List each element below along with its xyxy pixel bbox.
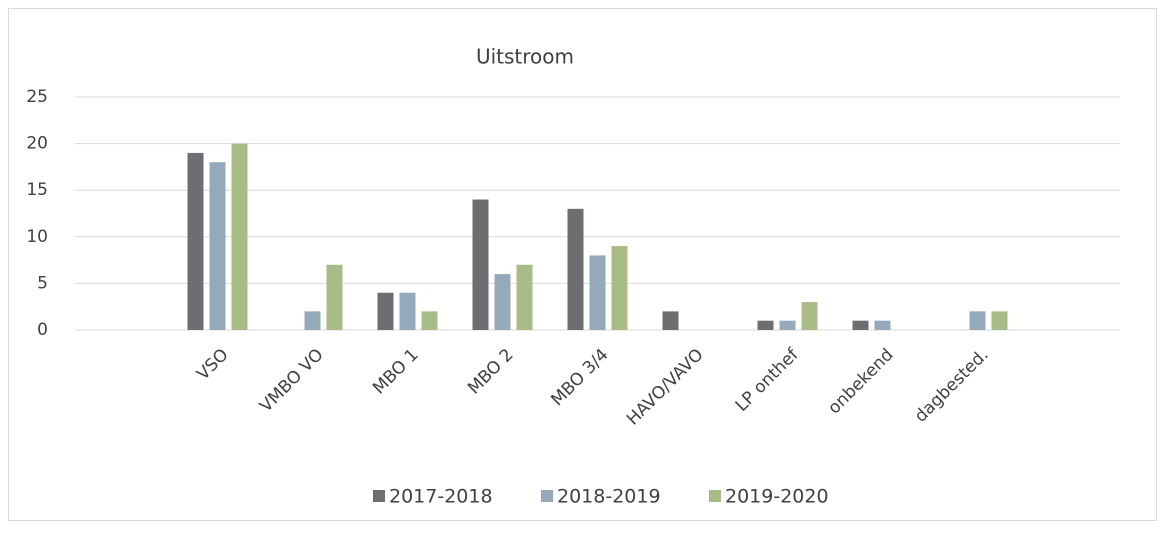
bar [991, 311, 1008, 330]
bar [472, 199, 489, 330]
bar [187, 152, 204, 330]
y-tick-label: 10 [26, 227, 48, 247]
bar [611, 246, 628, 330]
legend-swatch [709, 490, 721, 502]
y-tick-label: 25 [26, 87, 48, 107]
legend-swatch [373, 490, 385, 502]
legend-label: 2018-2019 [557, 486, 661, 508]
legend-label: 2019-2020 [725, 486, 829, 508]
bar [589, 255, 606, 330]
bar [852, 320, 869, 330]
y-tick-label: 0 [37, 320, 48, 340]
bar [969, 311, 986, 330]
y-tick-label: 15 [26, 180, 48, 200]
bar [757, 320, 774, 330]
legend-label: 2017-2018 [389, 486, 493, 508]
bar [421, 311, 438, 330]
bar [494, 274, 511, 330]
bar [231, 143, 248, 330]
y-tick-label: 20 [26, 134, 48, 154]
bar [326, 264, 343, 330]
bar [304, 311, 321, 330]
bar [779, 320, 796, 330]
chart-title: Uitstroom [476, 45, 574, 69]
bar [801, 302, 818, 330]
bar [209, 162, 226, 330]
bar [567, 208, 584, 330]
bar [399, 292, 416, 330]
y-tick-label: 5 [37, 273, 48, 293]
bar [662, 311, 679, 330]
legend-swatch [541, 490, 553, 502]
bar [874, 320, 891, 330]
bar [516, 264, 533, 330]
bar [377, 292, 394, 330]
